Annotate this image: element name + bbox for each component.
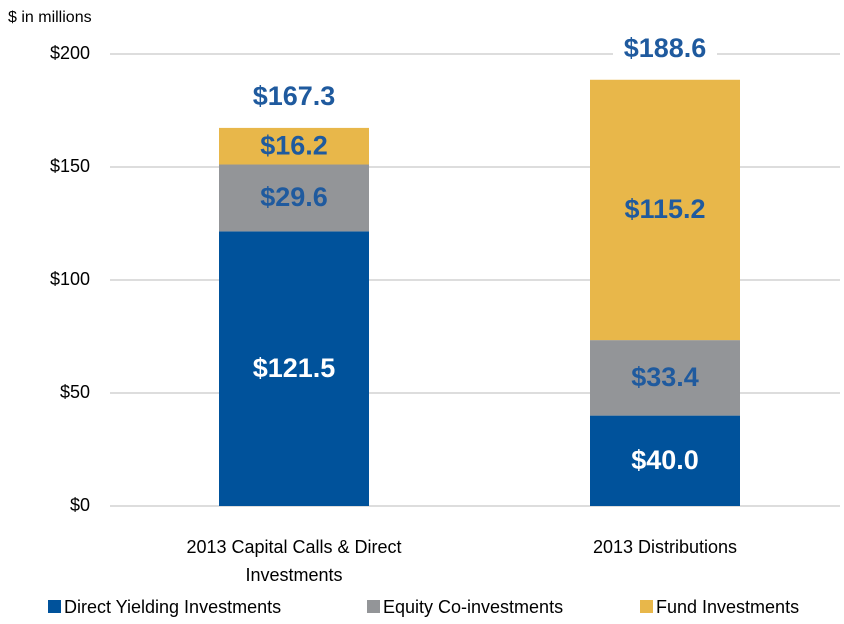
y-tick-label: $100 (50, 269, 90, 289)
legend-label: Fund Investments (656, 597, 799, 617)
x-tick-label: 2013 Distributions (592, 537, 738, 557)
value-label: $121.5 (253, 353, 336, 383)
total-label: $167.3 (253, 81, 336, 111)
value-label: $16.2 (260, 130, 328, 160)
total-label-bg (242, 79, 346, 116)
axis-label: $ in millions (8, 9, 92, 26)
bar-segment (219, 231, 369, 506)
y-tick-label: $50 (60, 382, 90, 402)
x-tick-label: 2013 Capital Calls & Direct Investments (186, 537, 402, 585)
bar-segment (219, 127, 369, 165)
bar-segment (219, 164, 369, 232)
value-label: $40.0 (631, 445, 699, 475)
value-label: $29.6 (260, 182, 328, 212)
bar-segment (590, 340, 740, 416)
y-tick-label: $0 (70, 495, 90, 515)
bar-segment (590, 79, 740, 341)
value-label: $115.2 (624, 194, 705, 224)
total-label: $188.6 (624, 33, 707, 63)
legend-label: Equity Co-investments (383, 597, 563, 617)
total-label-bg (613, 31, 717, 68)
legend-swatch (367, 600, 380, 613)
y-tick-label: $150 (50, 156, 90, 176)
legend-swatch (640, 600, 653, 613)
y-tick-label: $200 (50, 43, 90, 63)
bar-segment (590, 415, 740, 506)
value-label: $33.4 (631, 362, 699, 392)
legend-label: Direct Yielding Investments (64, 597, 281, 617)
legend-swatch (48, 600, 61, 613)
